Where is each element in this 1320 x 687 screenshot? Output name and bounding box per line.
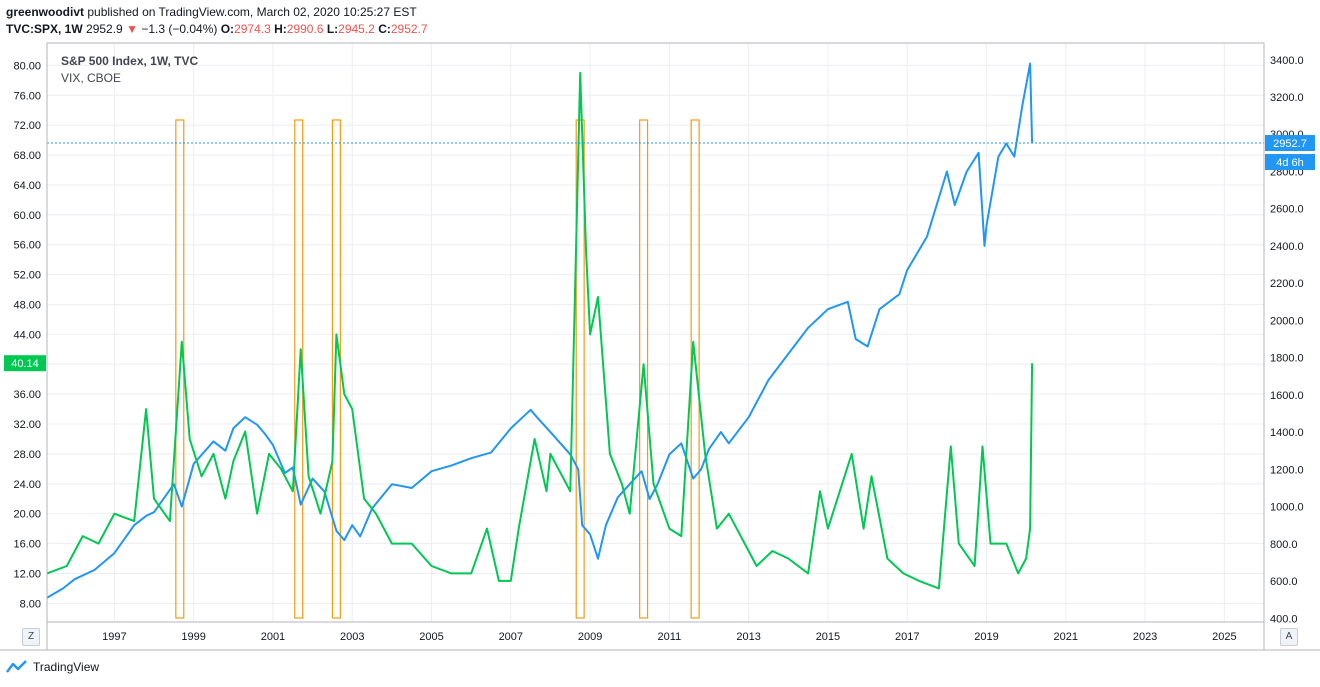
- left-tick-label: 56.00: [13, 240, 41, 252]
- x-tick-label: 1997: [102, 631, 126, 643]
- x-tick-label: 2005: [419, 631, 443, 643]
- left-tick-label: 72.00: [13, 120, 41, 132]
- high-value: 2990.6: [286, 22, 324, 36]
- right-tick-label: 1200.0: [1270, 464, 1304, 476]
- footer-brand[interactable]: TradingView: [6, 660, 99, 674]
- left-tick-label: 60.00: [13, 210, 41, 222]
- x-tick-label: 2025: [1212, 631, 1236, 643]
- vix-badge-text: 40.14: [11, 358, 39, 370]
- legend-main-series[interactable]: S&P 500 Index, 1W, TVC: [61, 54, 199, 68]
- left-tick-label: 24.00: [13, 479, 41, 491]
- published-text: published on TradingView.com, March 02, …: [87, 5, 417, 19]
- left-tick-label: 52.00: [13, 270, 41, 282]
- plot-frame: [46, 42, 1265, 623]
- right-tick-label: 2400.0: [1270, 241, 1304, 253]
- x-tick-label: 2003: [340, 631, 364, 643]
- price-badge-bg: [1265, 135, 1315, 152]
- countdown-badge-text: 4d 6h: [1276, 157, 1304, 169]
- left-tick-label: 80.00: [13, 60, 41, 72]
- vix-line: [46, 71, 1034, 590]
- price-badge-text: 2952.7: [1273, 138, 1307, 150]
- x-tick-label: 2009: [578, 631, 602, 643]
- vix-badge-bg: [4, 355, 46, 372]
- right-tick-label: 3400.0: [1270, 55, 1304, 67]
- right-tick-label: 1000.0: [1270, 502, 1304, 514]
- author-name[interactable]: greenwoodivt: [6, 5, 85, 19]
- left-tick-label: 44.00: [13, 329, 41, 341]
- x-tick-label: 2007: [499, 631, 523, 643]
- price-badge: 2952.7: [1265, 135, 1315, 152]
- right-tick-label: 600.0: [1270, 576, 1298, 588]
- left-tick-label: 16.00: [13, 539, 41, 551]
- right-tick-label: 1600.0: [1270, 390, 1304, 402]
- auto-scale-button[interactable]: A: [1280, 628, 1298, 646]
- x-tick-label: 2015: [816, 631, 840, 643]
- close-value: 2952.7: [390, 22, 428, 36]
- right-tick-label: 400.0: [1270, 613, 1298, 625]
- left-tick-label: 68.00: [13, 150, 41, 162]
- series-lines: [46, 62, 1264, 599]
- price-change: −1.3 (−0.04%): [141, 22, 218, 36]
- tradingview-logo-icon: [6, 660, 27, 673]
- legend-overlay-series[interactable]: VIX, CBOE: [61, 71, 122, 85]
- left-tick-label: 76.00: [13, 90, 41, 102]
- publish-info: greenwoodivt published on TradingView.co…: [6, 5, 417, 19]
- left-tick-label: 20.00: [13, 509, 41, 521]
- highlight-box: [639, 119, 649, 619]
- zoom-button[interactable]: Z: [22, 628, 40, 646]
- right-tick-label: 3200.0: [1270, 92, 1304, 104]
- x-tick-label: 2001: [261, 631, 285, 643]
- x-tick-label: 1999: [181, 631, 205, 643]
- right-tick-label: 800.0: [1270, 539, 1298, 551]
- right-tick-label: 1800.0: [1270, 353, 1304, 365]
- x-tick-label: 2013: [736, 631, 760, 643]
- left-tick-label: 28.00: [13, 449, 41, 461]
- change-arrow-icon: ▼: [126, 22, 138, 36]
- symbol-label: TVC:SPX, 1W: [6, 22, 83, 36]
- right-tick-label: 2200.0: [1270, 278, 1304, 290]
- x-tick-label: 2017: [895, 631, 919, 643]
- x-tick-label: 2023: [1133, 631, 1157, 643]
- countdown-badge-bg: [1265, 154, 1315, 171]
- axes: 1997 1999 2001 2003 2005 2007 2009 2011 2013 2015…: [0, 42, 1320, 651]
- open-value: 2974.3: [234, 22, 271, 36]
- close-label: C:: [378, 22, 391, 36]
- highlight-box: [575, 119, 585, 619]
- left-tick-label: 48.00: [13, 299, 41, 311]
- low-value: 2945.2: [338, 22, 375, 36]
- vix-badge: 40.14: [4, 355, 46, 372]
- left-tick-label: 64.00: [13, 180, 41, 192]
- right-tick-label: 1400.0: [1270, 427, 1304, 439]
- highlight-boxes: [175, 119, 700, 619]
- x-tick-label: 2011: [658, 631, 682, 643]
- last-price: 2952.9: [86, 22, 123, 36]
- open-label: O:: [220, 22, 235, 36]
- high-label: H:: [274, 22, 287, 36]
- spx-line: [46, 62, 1034, 599]
- symbol-info: TVC:SPX, 1W 2952.9 ▼ −1.3 (−0.04%) O:297…: [6, 22, 428, 36]
- countdown-badge: 4d 6h: [1265, 154, 1315, 171]
- left-tick-label: 12.00: [13, 568, 41, 580]
- price-badges: 2952.7 4d 6h 40.14: [4, 135, 1315, 372]
- right-tick-label: 2000.0: [1270, 315, 1304, 327]
- low-label: L:: [326, 22, 339, 36]
- x-tick-label: 2021: [1054, 631, 1078, 643]
- left-tick-label: 32.00: [13, 419, 41, 431]
- left-tick-label: 8.00: [20, 598, 41, 610]
- grid: [47, 43, 1264, 622]
- brand-name: TradingView: [33, 660, 100, 674]
- left-tick-label: 36.00: [13, 389, 41, 401]
- right-tick-label: 2600.0: [1270, 204, 1304, 216]
- x-tick-label: 2019: [974, 631, 998, 643]
